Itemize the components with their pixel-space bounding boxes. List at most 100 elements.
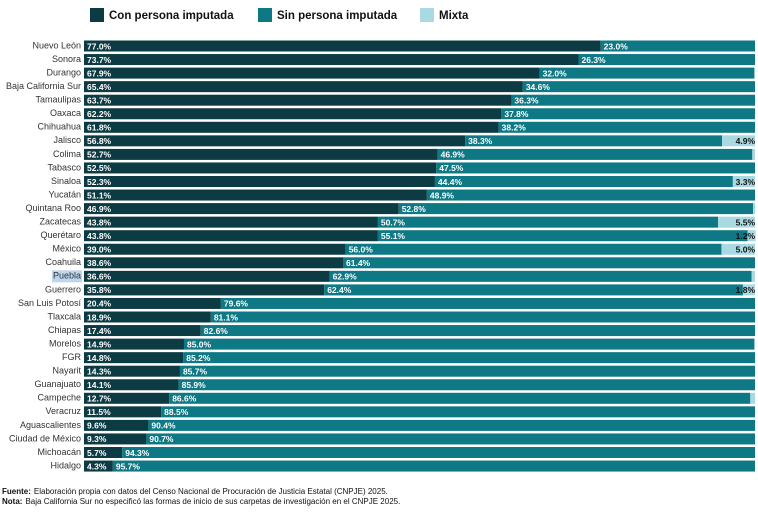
category-label: Jalisco <box>53 135 81 145</box>
value-label: 18.9% <box>87 312 112 322</box>
bar-segment <box>721 243 755 255</box>
footnote-text: Baja California Sur no especificó las fo… <box>25 497 400 506</box>
category-label: Aguascalientes <box>20 420 82 430</box>
value-label: 46.9% <box>441 150 466 160</box>
value-label: 56.8% <box>87 136 112 146</box>
value-label: 85.0% <box>187 339 212 349</box>
category-label: San Luis Potosí <box>18 298 82 308</box>
value-label: 77.0% <box>87 41 112 51</box>
value-label: 94.3% <box>125 448 150 458</box>
value-label: 52.8% <box>402 204 427 214</box>
bar-segment <box>377 230 748 242</box>
bar-segment <box>84 325 201 337</box>
bar-segment <box>84 243 346 255</box>
category-label: México <box>52 244 81 254</box>
value-label: 85.9% <box>182 380 207 390</box>
bar-segment <box>84 270 330 282</box>
value-label: 62.4% <box>327 285 352 295</box>
bar-segment <box>84 460 113 472</box>
value-label: 17.4% <box>87 326 112 336</box>
bar-segment <box>122 447 755 458</box>
bar-segment <box>498 121 755 133</box>
value-label: 5.7% <box>87 448 107 458</box>
value-label: 38.3% <box>468 136 493 146</box>
bar-segment <box>436 162 755 174</box>
footnote-text: Elaboración propia con datos del Censo N… <box>34 487 388 496</box>
category-label: Querétaro <box>40 230 81 240</box>
category-label: Oaxaca <box>50 108 81 118</box>
value-label: 34.6% <box>526 82 551 92</box>
value-label: 14.9% <box>87 339 112 349</box>
footnote: Fuente: Elaboración propia con datos del … <box>2 487 388 496</box>
bar-segment <box>754 338 755 350</box>
bar-segment <box>434 176 733 187</box>
bar-segment <box>426 189 755 201</box>
value-label: 11.5% <box>87 407 111 417</box>
category-label: Yucatán <box>48 189 81 199</box>
bar-segment <box>84 284 325 296</box>
value-label: 62.9% <box>333 272 358 282</box>
value-label: 36.6% <box>87 272 112 282</box>
bar-segment <box>84 176 435 187</box>
value-label: 62.2% <box>87 109 112 119</box>
value-label: 1.8% <box>736 285 756 295</box>
footnote-label: Fuente: <box>2 487 31 496</box>
bar-segment <box>84 257 344 269</box>
value-label: 79.6% <box>224 299 249 309</box>
value-label: 46.9% <box>87 204 112 214</box>
value-label: 56.0% <box>349 245 374 255</box>
value-label: 20.4% <box>87 299 112 309</box>
bar-segment <box>183 338 755 350</box>
highlight <box>51 270 82 283</box>
footnote: Nota: Baja California Sur no especificó l… <box>2 497 400 506</box>
value-label: 51.1% <box>87 190 112 200</box>
bar-segment <box>84 67 540 79</box>
legend-label: Sin persona imputada <box>277 10 398 22</box>
category-label: Campeche <box>37 393 81 403</box>
bar-segment <box>84 379 179 391</box>
bar-segment <box>84 81 523 93</box>
value-label: 61.4% <box>346 258 371 268</box>
bar-segment <box>84 135 466 147</box>
value-label: 36.3% <box>514 95 539 105</box>
bar-segment <box>84 108 502 120</box>
bar-segment <box>84 94 512 106</box>
bar-segment <box>84 419 149 431</box>
bar-segment <box>750 392 755 404</box>
bar-segment <box>84 189 427 201</box>
legend-label: Con persona imputada <box>109 10 234 22</box>
bar-segment <box>501 108 755 120</box>
value-label: 9.6% <box>87 421 107 431</box>
bar-segment <box>84 433 147 445</box>
category-label: Ciudad de México <box>9 433 81 443</box>
bar-segment <box>84 40 601 52</box>
bar-segment <box>84 311 211 323</box>
bar-segment <box>84 148 438 160</box>
category-label: Hidalgo <box>50 460 81 470</box>
bar-segment <box>437 148 753 160</box>
bar-segment <box>747 230 756 242</box>
value-label: 86.6% <box>172 394 197 404</box>
bar-segment <box>84 338 184 350</box>
legend-swatch <box>420 8 434 22</box>
bar-segment <box>742 284 755 296</box>
footnote-label: Nota: <box>2 497 22 506</box>
category-label: Zacatecas <box>39 217 81 227</box>
value-label: 73.7% <box>87 55 112 65</box>
category-label: Morelos <box>49 338 82 348</box>
bar-segment <box>377 216 719 228</box>
value-label: 14.1% <box>87 380 112 390</box>
category-label: Colima <box>53 149 81 159</box>
bar-segment <box>84 447 123 458</box>
category-label: Chiapas <box>48 325 82 335</box>
value-label: 35.8% <box>87 285 112 295</box>
value-label: 23.0% <box>604 41 629 51</box>
value-label: 50.7% <box>381 217 406 227</box>
bar-segment <box>84 121 499 133</box>
value-label: 63.7% <box>87 95 112 105</box>
category-label: FGR <box>62 352 81 362</box>
bar-segment <box>752 148 755 160</box>
legend-swatch <box>258 8 272 22</box>
bar-segment <box>84 297 221 309</box>
bar-segment <box>179 365 755 377</box>
